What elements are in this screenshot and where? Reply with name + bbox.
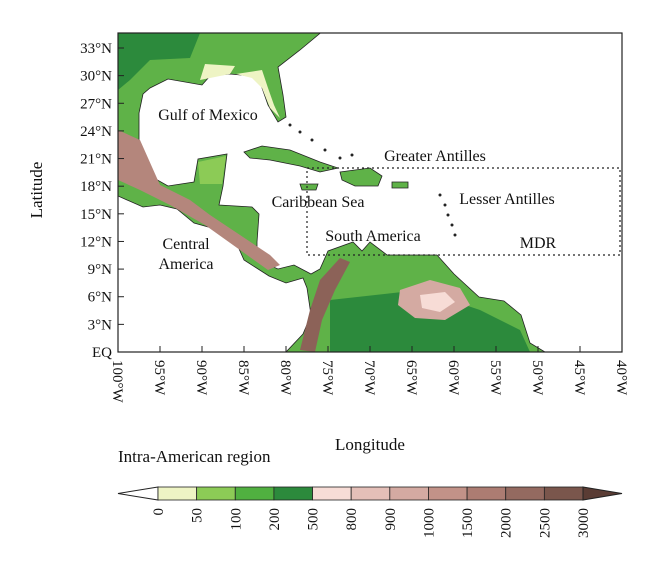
place-label: MDR [520, 235, 557, 252]
colorbar-box [466, 486, 507, 501]
island [243, 145, 340, 173]
lat-tick-label: 18°N [80, 179, 112, 195]
place-label: Central [162, 236, 210, 253]
lat-tick-label: 12°N [80, 234, 112, 250]
lon-tick-label: 70°W [361, 360, 377, 396]
colorbar-label: 900 [383, 508, 399, 531]
colorbar-label: 1000 [421, 508, 437, 538]
small-islands [288, 123, 457, 237]
colorbar-label: 800 [344, 508, 360, 531]
colorbar-label: 1500 [460, 508, 476, 538]
mountains [118, 130, 280, 270]
place-label: Lesser Antilles [459, 191, 555, 208]
colorbar-box [196, 486, 236, 501]
place-label: Gulf of Mexico [158, 107, 258, 124]
lat-tick-label: 6°N [88, 290, 112, 306]
colorbar-box [543, 486, 584, 501]
island [391, 181, 409, 189]
mdr-box [306, 167, 621, 256]
lon-tick-label: 85°W [235, 360, 251, 396]
place-label: Caribbean Sea [272, 194, 365, 211]
colorbar-label: 3000 [576, 508, 592, 538]
lon-tick-label: 100°W [109, 360, 125, 403]
coastal-plain [236, 70, 280, 118]
yucatan [198, 156, 226, 184]
lat-tick-label: 30°N [80, 69, 112, 85]
lon-tick-label: 90°W [193, 360, 209, 396]
colorbar-label: 500 [306, 508, 322, 531]
lon-tick-label: 75°W [319, 360, 335, 396]
colorbar-box [312, 486, 352, 501]
lat-tick-label: 27°N [80, 96, 112, 112]
colorbar-label: 0 [151, 508, 167, 516]
colorbar-box [157, 486, 198, 501]
colorbar-label: 2500 [537, 508, 553, 538]
land [118, 33, 546, 352]
colorbar-triangle [117, 486, 159, 501]
island [339, 167, 383, 187]
island [299, 183, 319, 191]
lon-tick-label: 50°W [529, 360, 545, 396]
lat-tick-label: EQ [92, 345, 112, 361]
mountains [300, 258, 350, 352]
lon-tick-label: 65°W [403, 360, 419, 396]
place-label: South America [325, 228, 421, 245]
coastal-plain [200, 64, 235, 80]
colorbar-box [350, 486, 391, 501]
colorbar-label: 50 [190, 508, 206, 523]
colorbar-triangle [582, 486, 623, 501]
lon-tick-label: 95°W [151, 360, 167, 396]
colorbar-box [428, 486, 468, 501]
lat-tick-label: 9°N [88, 262, 112, 278]
colorbar-box [273, 486, 313, 501]
lat-tick-label: 21°N [80, 152, 112, 168]
lon-tick-label: 55°W [487, 360, 503, 396]
lat-tick-label: 3°N [88, 317, 112, 333]
place-label: America [158, 256, 213, 273]
lon-tick-label: 80°W [277, 360, 293, 396]
lat-tick-label: 24°N [80, 124, 112, 140]
colorbar-label: 100 [228, 508, 244, 531]
lon-tick-label: 60°W [445, 360, 461, 396]
lat-tick-label: 33°N [80, 41, 112, 57]
lon-tick-label: 40°W [613, 360, 629, 396]
place-label: Greater Antilles [384, 148, 486, 165]
lat-tick-label: 15°N [80, 207, 112, 223]
colorbar-label: 2000 [499, 508, 515, 538]
dark-forest [118, 33, 200, 90]
colorbar-box [234, 486, 275, 501]
colorbar-box [389, 486, 429, 501]
highlands [420, 292, 455, 312]
dark-forest [330, 290, 530, 352]
colorbar-label: 200 [267, 508, 283, 531]
lon-tick-label: 45°W [571, 360, 587, 396]
colorbar-title: Intra-American region [118, 447, 271, 466]
colorbar-box [505, 486, 545, 501]
x-axis-label: Longitude [335, 435, 405, 454]
y-axis-label: Latitude [27, 162, 46, 219]
